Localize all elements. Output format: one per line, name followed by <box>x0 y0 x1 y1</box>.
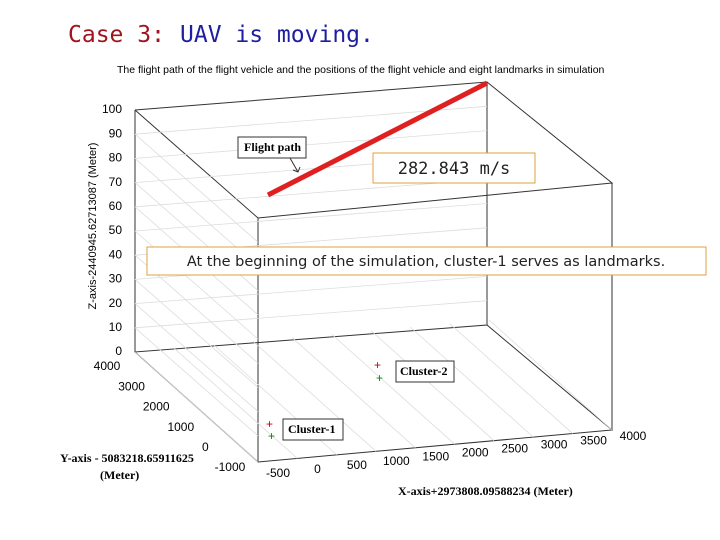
z-tick-label: 50 <box>109 223 123 237</box>
x-tick-label: -500 <box>266 466 290 480</box>
z-tick-label: 70 <box>109 175 123 189</box>
z-tick-label: 0 <box>115 344 122 358</box>
grid-line <box>134 351 259 463</box>
z-tick-label: 30 <box>109 272 123 286</box>
z-tick-label: 80 <box>109 151 123 165</box>
cluster1-label: Cluster-1 <box>288 422 336 436</box>
grid-line <box>134 300 488 329</box>
annotation-box <box>395 360 455 383</box>
z-tick-label: 20 <box>109 296 123 310</box>
grid-line <box>134 327 259 437</box>
grid-line <box>252 341 377 452</box>
x-tick-label: 0 <box>314 462 321 476</box>
grid-line <box>134 130 488 159</box>
grid-line <box>134 279 259 388</box>
x-tick-label: 1500 <box>422 450 449 464</box>
x-tick-label: 500 <box>347 458 367 472</box>
x-axis-label: X-axis+2973808.09588234 (Meter) <box>398 484 573 498</box>
z-tick-label: 60 <box>109 199 123 213</box>
grid-line <box>174 348 298 459</box>
arrow <box>289 157 301 173</box>
annotation-box <box>237 136 307 159</box>
grid-line <box>134 133 259 243</box>
x-tick-label: 4000 <box>620 429 647 443</box>
z-tick-label: 10 <box>109 320 123 334</box>
flight-path-label: Flight path <box>244 140 301 154</box>
slide-title-prefix: Case 3: <box>68 22 165 48</box>
marker: + <box>268 429 275 443</box>
y-tick-label: 0 <box>202 440 209 454</box>
y-tick-label: -1000 <box>215 460 246 474</box>
x-tick-label: 2500 <box>501 442 528 456</box>
speed: 282.843 m/s <box>398 159 511 179</box>
slide-title: UAV is moving. <box>180 22 374 48</box>
z-tick-label: 40 <box>109 247 123 261</box>
flight-path <box>266 80 489 198</box>
grid-line <box>449 323 573 434</box>
note: At the beginning of the simulation, clus… <box>187 254 665 270</box>
x-tick-label: 2000 <box>462 446 489 460</box>
grid-line <box>488 319 613 431</box>
y-axis-label: Y-axis - 5083218.65911625 <box>60 451 194 465</box>
z-tick-label: 100 <box>102 102 122 116</box>
x-tick-label: 3500 <box>580 433 607 447</box>
marker: + <box>374 358 381 372</box>
top-edge <box>134 81 614 219</box>
grid-line <box>410 326 534 438</box>
grid-line <box>370 330 495 441</box>
marker: + <box>266 417 273 431</box>
x-tick-label: 1000 <box>383 454 410 468</box>
z-axis-label: Z-axis-2440945.62713087 (Meter) <box>87 143 99 310</box>
plot-title: The flight path of the flight vehicle an… <box>117 64 605 76</box>
grid-line <box>292 337 416 449</box>
y-tick-label: 4000 <box>94 359 121 373</box>
grid-line <box>134 303 259 412</box>
x-tick-label: 3000 <box>541 437 568 451</box>
y-tick-label: 3000 <box>118 379 145 393</box>
grid-line <box>134 276 488 304</box>
y-tick-label: 1000 <box>167 420 194 434</box>
speed-box <box>372 152 536 184</box>
grid-line <box>331 333 455 445</box>
y-axis-label: (Meter) <box>100 468 139 482</box>
y-tick-label: 2000 <box>143 400 170 414</box>
note-box <box>146 246 707 276</box>
marker: + <box>376 371 383 385</box>
grid-line <box>134 203 488 232</box>
grid-line <box>134 178 488 208</box>
z-tick-label: 90 <box>109 126 123 140</box>
cluster2-label: Cluster-2 <box>400 364 448 378</box>
annotation-box <box>282 418 344 441</box>
